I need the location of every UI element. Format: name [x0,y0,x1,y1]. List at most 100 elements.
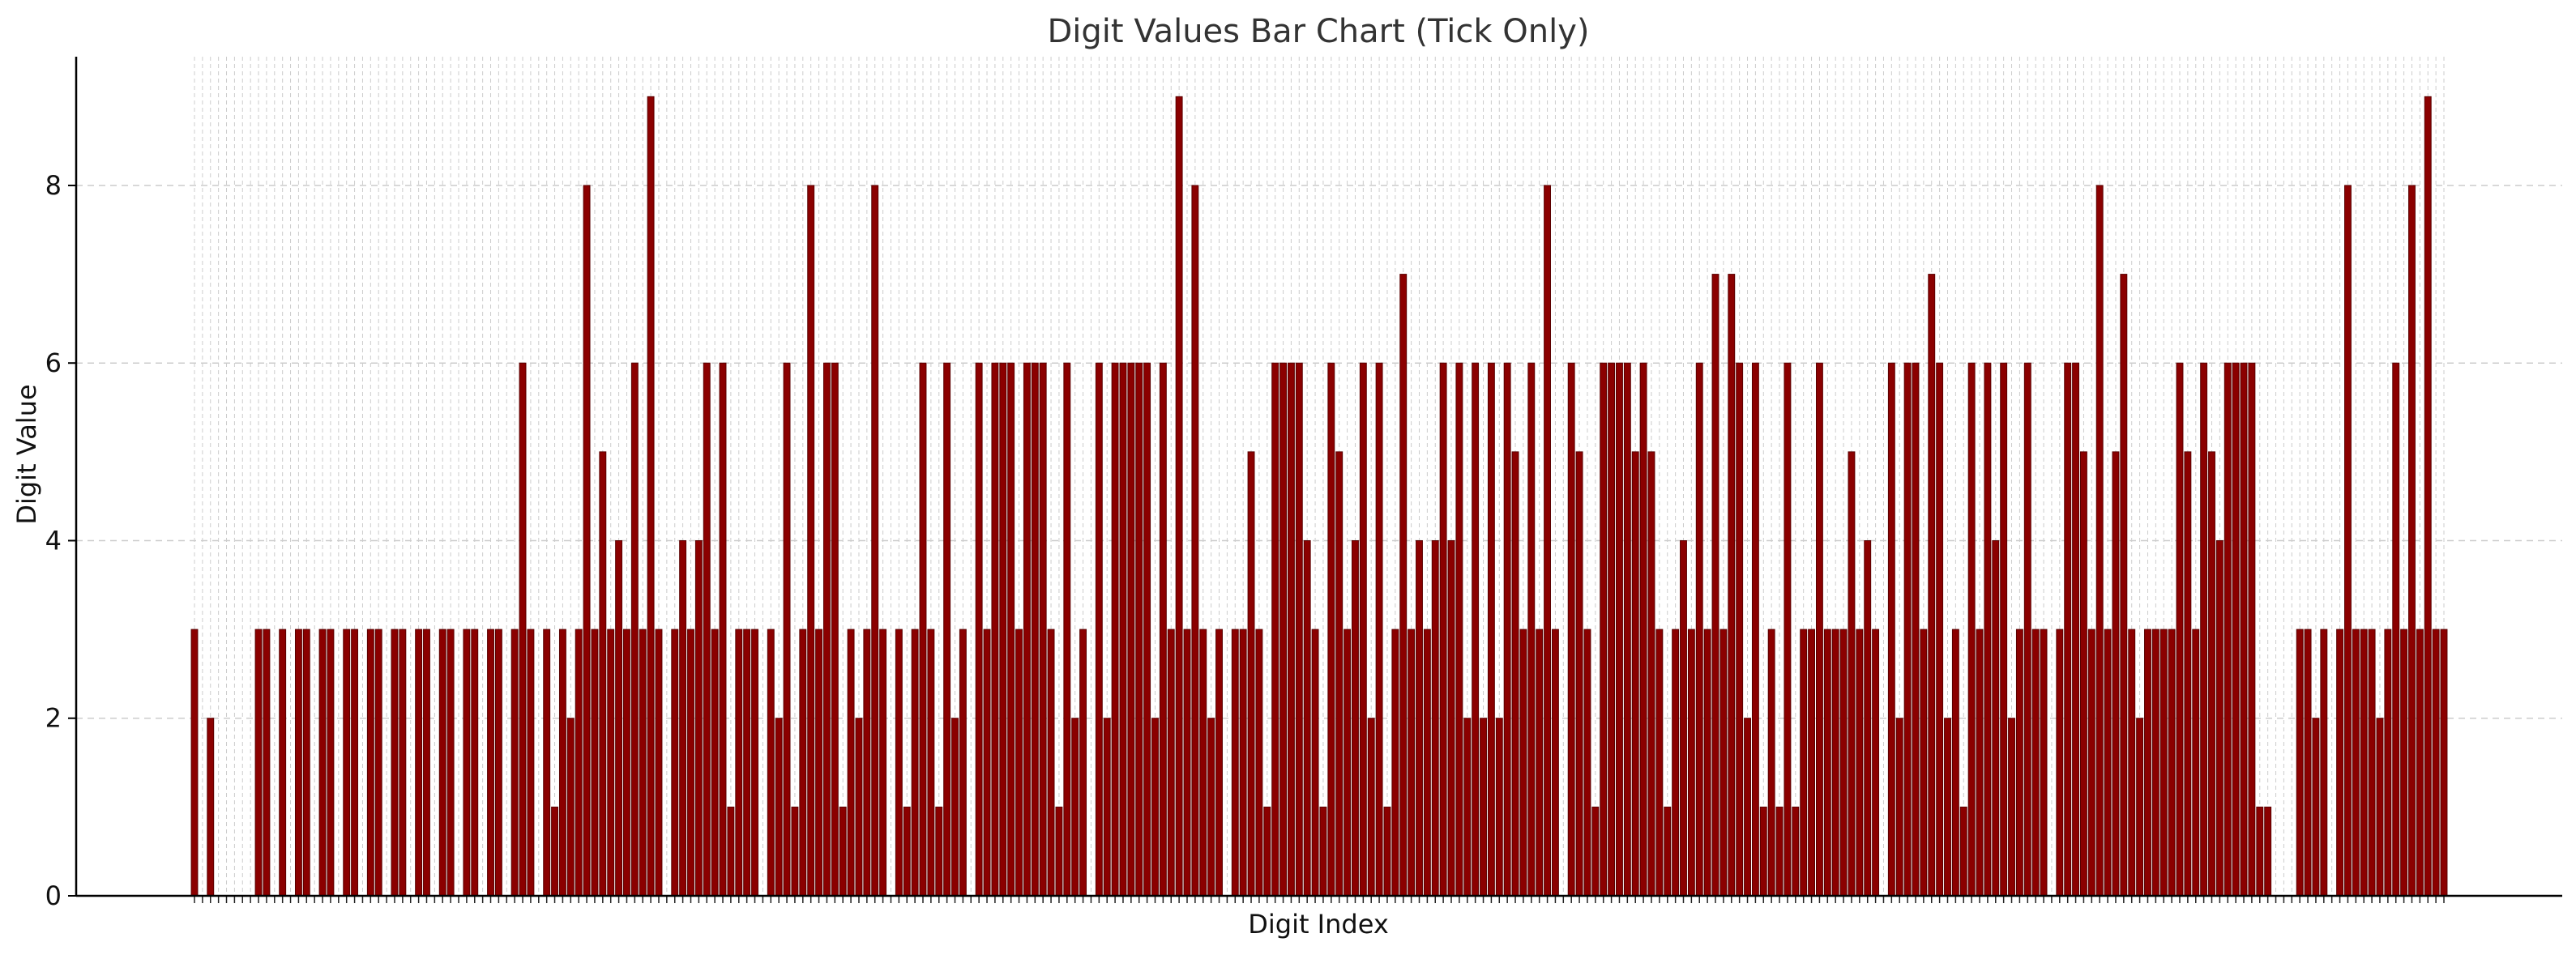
bar [2192,629,2200,897]
bar [1872,629,1880,897]
bar [511,629,519,897]
bar [1143,362,1151,897]
bar [2176,362,2184,897]
bars-layer [190,96,2448,897]
bar [2200,362,2208,897]
bar [1672,629,1680,897]
bar [1912,362,1920,897]
bar [2232,362,2240,897]
bar [1664,806,1672,897]
bar [630,362,639,897]
bar [1359,362,1367,897]
bar [1767,629,1775,897]
bar [743,629,751,897]
bar [959,629,967,897]
bar [1719,629,1728,897]
bar [1344,629,1352,897]
bar [1416,539,1423,897]
bar [2400,629,2408,897]
bar [727,806,735,897]
bar [1536,629,1544,897]
bar [751,629,758,897]
bar [1079,629,1087,897]
bar [2159,629,2168,897]
bar [2440,629,2448,897]
bar [1279,362,1287,897]
bar [1303,539,1311,897]
bar [1352,539,1359,897]
y-tick-label: 4 [45,525,62,556]
bar [711,629,719,897]
bar [2064,362,2072,897]
bar [799,629,807,897]
bar [415,629,423,897]
bar [1695,362,1703,897]
bar [1039,362,1047,897]
bar [1527,362,1536,897]
bar [1976,629,1984,897]
x-axis-label: Digit Index [1248,909,1389,940]
bar [1711,274,1719,897]
bar [1103,718,1111,897]
bar [607,629,615,897]
bar [783,362,791,897]
bar [647,96,655,897]
bar [655,629,663,897]
bar [1848,451,1856,897]
bar [839,806,847,897]
bar [1119,362,1127,897]
bar [366,629,374,897]
bar [551,806,558,897]
bar [1311,629,1319,897]
bar [423,629,430,897]
bar [566,718,575,897]
bar [527,629,535,897]
bar [1895,718,1903,897]
bar [1928,274,1936,897]
bar [1944,718,1951,897]
bar [1544,185,1551,897]
bar [919,362,927,897]
bar [2264,806,2272,897]
bar [2136,718,2144,897]
bar [791,806,799,897]
bar [1015,629,1023,897]
bar [1823,629,1831,897]
bar [1391,629,1399,897]
bar [935,806,943,897]
bar [263,629,271,897]
bar [2008,718,2015,897]
bar [2312,718,2320,897]
bar [943,362,951,897]
bar [1480,718,1487,897]
bar [318,629,327,897]
bar [1992,539,2000,897]
bar [2208,451,2215,897]
bar [1808,629,1816,897]
bar [302,629,310,897]
bar [2023,362,2031,897]
bar [1215,629,1223,897]
bar [2352,629,2360,897]
bar [399,629,407,897]
bar [2120,274,2128,897]
bar [1367,718,1375,897]
bar [615,539,623,897]
bar [1175,96,1183,897]
bar [1408,629,1416,897]
bar [2112,451,2120,897]
bar [2296,629,2304,897]
bar [1728,274,1736,897]
bar [623,629,630,897]
bar [1423,629,1431,897]
bar [1439,362,1447,897]
bar [1231,629,1239,897]
bar [463,629,471,897]
bar [1207,718,1215,897]
bar [679,539,687,897]
bar [2360,629,2368,897]
bar [719,362,727,897]
bar [446,629,455,897]
bar [2432,629,2440,897]
bar [2408,185,2416,897]
